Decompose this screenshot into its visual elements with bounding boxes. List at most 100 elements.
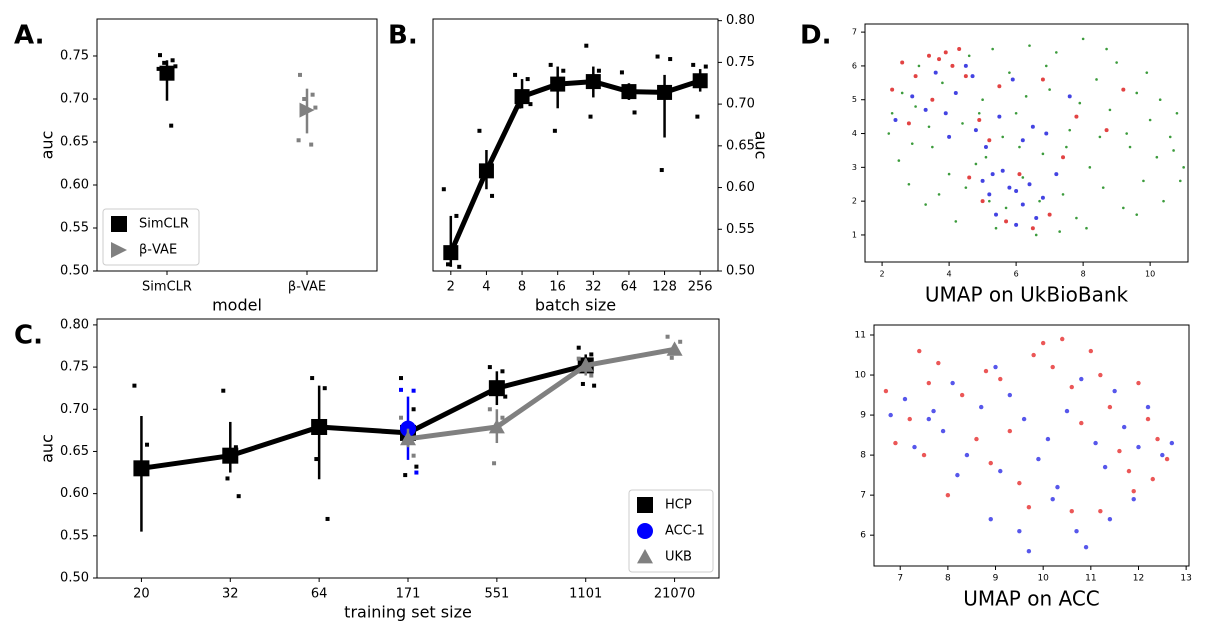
scatter-point <box>1125 132 1128 135</box>
legend-label: ACC-1 <box>665 524 705 539</box>
sample-point <box>619 70 624 75</box>
scatter-point <box>947 134 952 139</box>
scatter-point <box>906 121 911 126</box>
x-tick-label: 2 <box>447 280 455 295</box>
scatter-point <box>1155 436 1160 442</box>
y-tick-label: 0.50 <box>726 264 755 279</box>
sample-point <box>414 470 419 475</box>
sample-point <box>596 68 601 73</box>
scatter-point <box>959 392 965 398</box>
sample-point <box>173 64 178 69</box>
scatter-point <box>1050 364 1055 370</box>
scatter-point <box>1028 44 1031 47</box>
mean-marker <box>488 418 505 434</box>
scatter-point <box>1021 176 1025 179</box>
scatter-point <box>988 516 993 522</box>
sample-point <box>503 394 508 399</box>
x-axis-label: training set size <box>344 603 472 622</box>
scatter-point <box>926 380 932 386</box>
scatter-point <box>1004 219 1009 224</box>
scatter-point <box>1107 404 1113 410</box>
x-tick-label: 64 <box>311 587 328 602</box>
scatter-point <box>1017 480 1022 486</box>
scatter-point <box>1128 145 1132 149</box>
scatter-point <box>1175 111 1179 115</box>
sample-point <box>695 114 700 119</box>
scatter-point <box>979 404 984 410</box>
scatter-point <box>893 118 898 123</box>
scatter-point <box>1000 168 1005 173</box>
scatter-point <box>1034 216 1039 221</box>
sample-point <box>589 373 594 378</box>
sample-point <box>302 96 307 101</box>
scatter-point <box>1098 508 1103 514</box>
sample-point <box>513 72 518 77</box>
scatter-point <box>1148 118 1152 122</box>
sample-point <box>314 457 319 462</box>
sample-point <box>659 168 664 173</box>
sample-point <box>310 376 315 381</box>
x-tick-label: 12 <box>1133 574 1144 584</box>
scatter-point <box>1088 166 1092 169</box>
scatter-point <box>910 94 915 99</box>
scatter-point <box>1112 388 1117 394</box>
y-tick-label: 0.60 <box>726 180 755 195</box>
sample-point <box>296 138 301 143</box>
panel: 0.50 0.55 0.60 0.65 0.70 0.75 0.80 20 32 64 171 551… <box>14 317 720 622</box>
sample-point <box>691 62 696 67</box>
x-tick-label: 13 <box>1180 574 1191 584</box>
panel-label: B. <box>388 21 418 51</box>
scatter-point <box>890 111 894 115</box>
sample-point <box>162 60 167 65</box>
x-axis-label: batch size <box>535 296 616 315</box>
scatter-point <box>1075 216 1078 220</box>
scatter-point <box>1026 548 1032 554</box>
scatter-point <box>1121 424 1127 430</box>
scatter-point <box>1098 135 1102 139</box>
x-tick-label: 32 <box>585 280 602 295</box>
y-axis-label: auc <box>38 434 57 463</box>
y-tick-label: 4 <box>852 129 857 138</box>
sample-point <box>678 339 683 344</box>
sample-point <box>236 494 241 499</box>
scatter-point <box>1021 416 1027 422</box>
scatter-point <box>1044 131 1049 136</box>
scatter-point <box>1135 213 1139 216</box>
panel-label: A. <box>14 21 44 51</box>
legend: SimCLR β-VAE <box>102 208 200 266</box>
scatter-point <box>1069 384 1074 390</box>
scatter-point <box>1178 179 1182 183</box>
scatter-point <box>1164 456 1170 462</box>
y-tick-label: 9 <box>860 411 866 421</box>
scatter-point <box>912 444 917 450</box>
x-tick-label: 8 <box>1081 270 1086 279</box>
y-tick-label: 0.80 <box>726 13 755 28</box>
scatter-point <box>1098 372 1103 378</box>
scatter-point <box>914 105 917 108</box>
y-tick-label: 1 <box>852 230 857 239</box>
series-line <box>141 362 587 471</box>
x-tick-label: β-VAE <box>288 280 326 295</box>
x-tick-label: 6 <box>1014 270 1019 279</box>
scatter-point <box>980 199 985 204</box>
scatter-point <box>933 70 938 75</box>
sample-point <box>525 77 530 82</box>
sample-point <box>411 407 416 412</box>
scatter-point <box>930 97 935 102</box>
sample-point <box>588 114 593 119</box>
sample-point <box>309 142 314 147</box>
legend-label: SimCLR <box>139 217 189 232</box>
scatter-point <box>1041 152 1045 156</box>
sample-point <box>500 415 505 420</box>
scatter-point <box>950 63 955 68</box>
x-tick-label: 4 <box>947 270 952 279</box>
scatter-point <box>1014 111 1018 115</box>
sample-point <box>158 53 162 58</box>
sample-point <box>399 415 403 420</box>
legend-marker <box>111 242 127 258</box>
scatter-point <box>883 388 889 394</box>
y-tick-label: 0.70 <box>60 91 89 106</box>
y-tick-label: 0.65 <box>60 134 89 149</box>
scatter-point <box>1040 77 1045 82</box>
y-tick-label: 0.60 <box>60 177 89 192</box>
